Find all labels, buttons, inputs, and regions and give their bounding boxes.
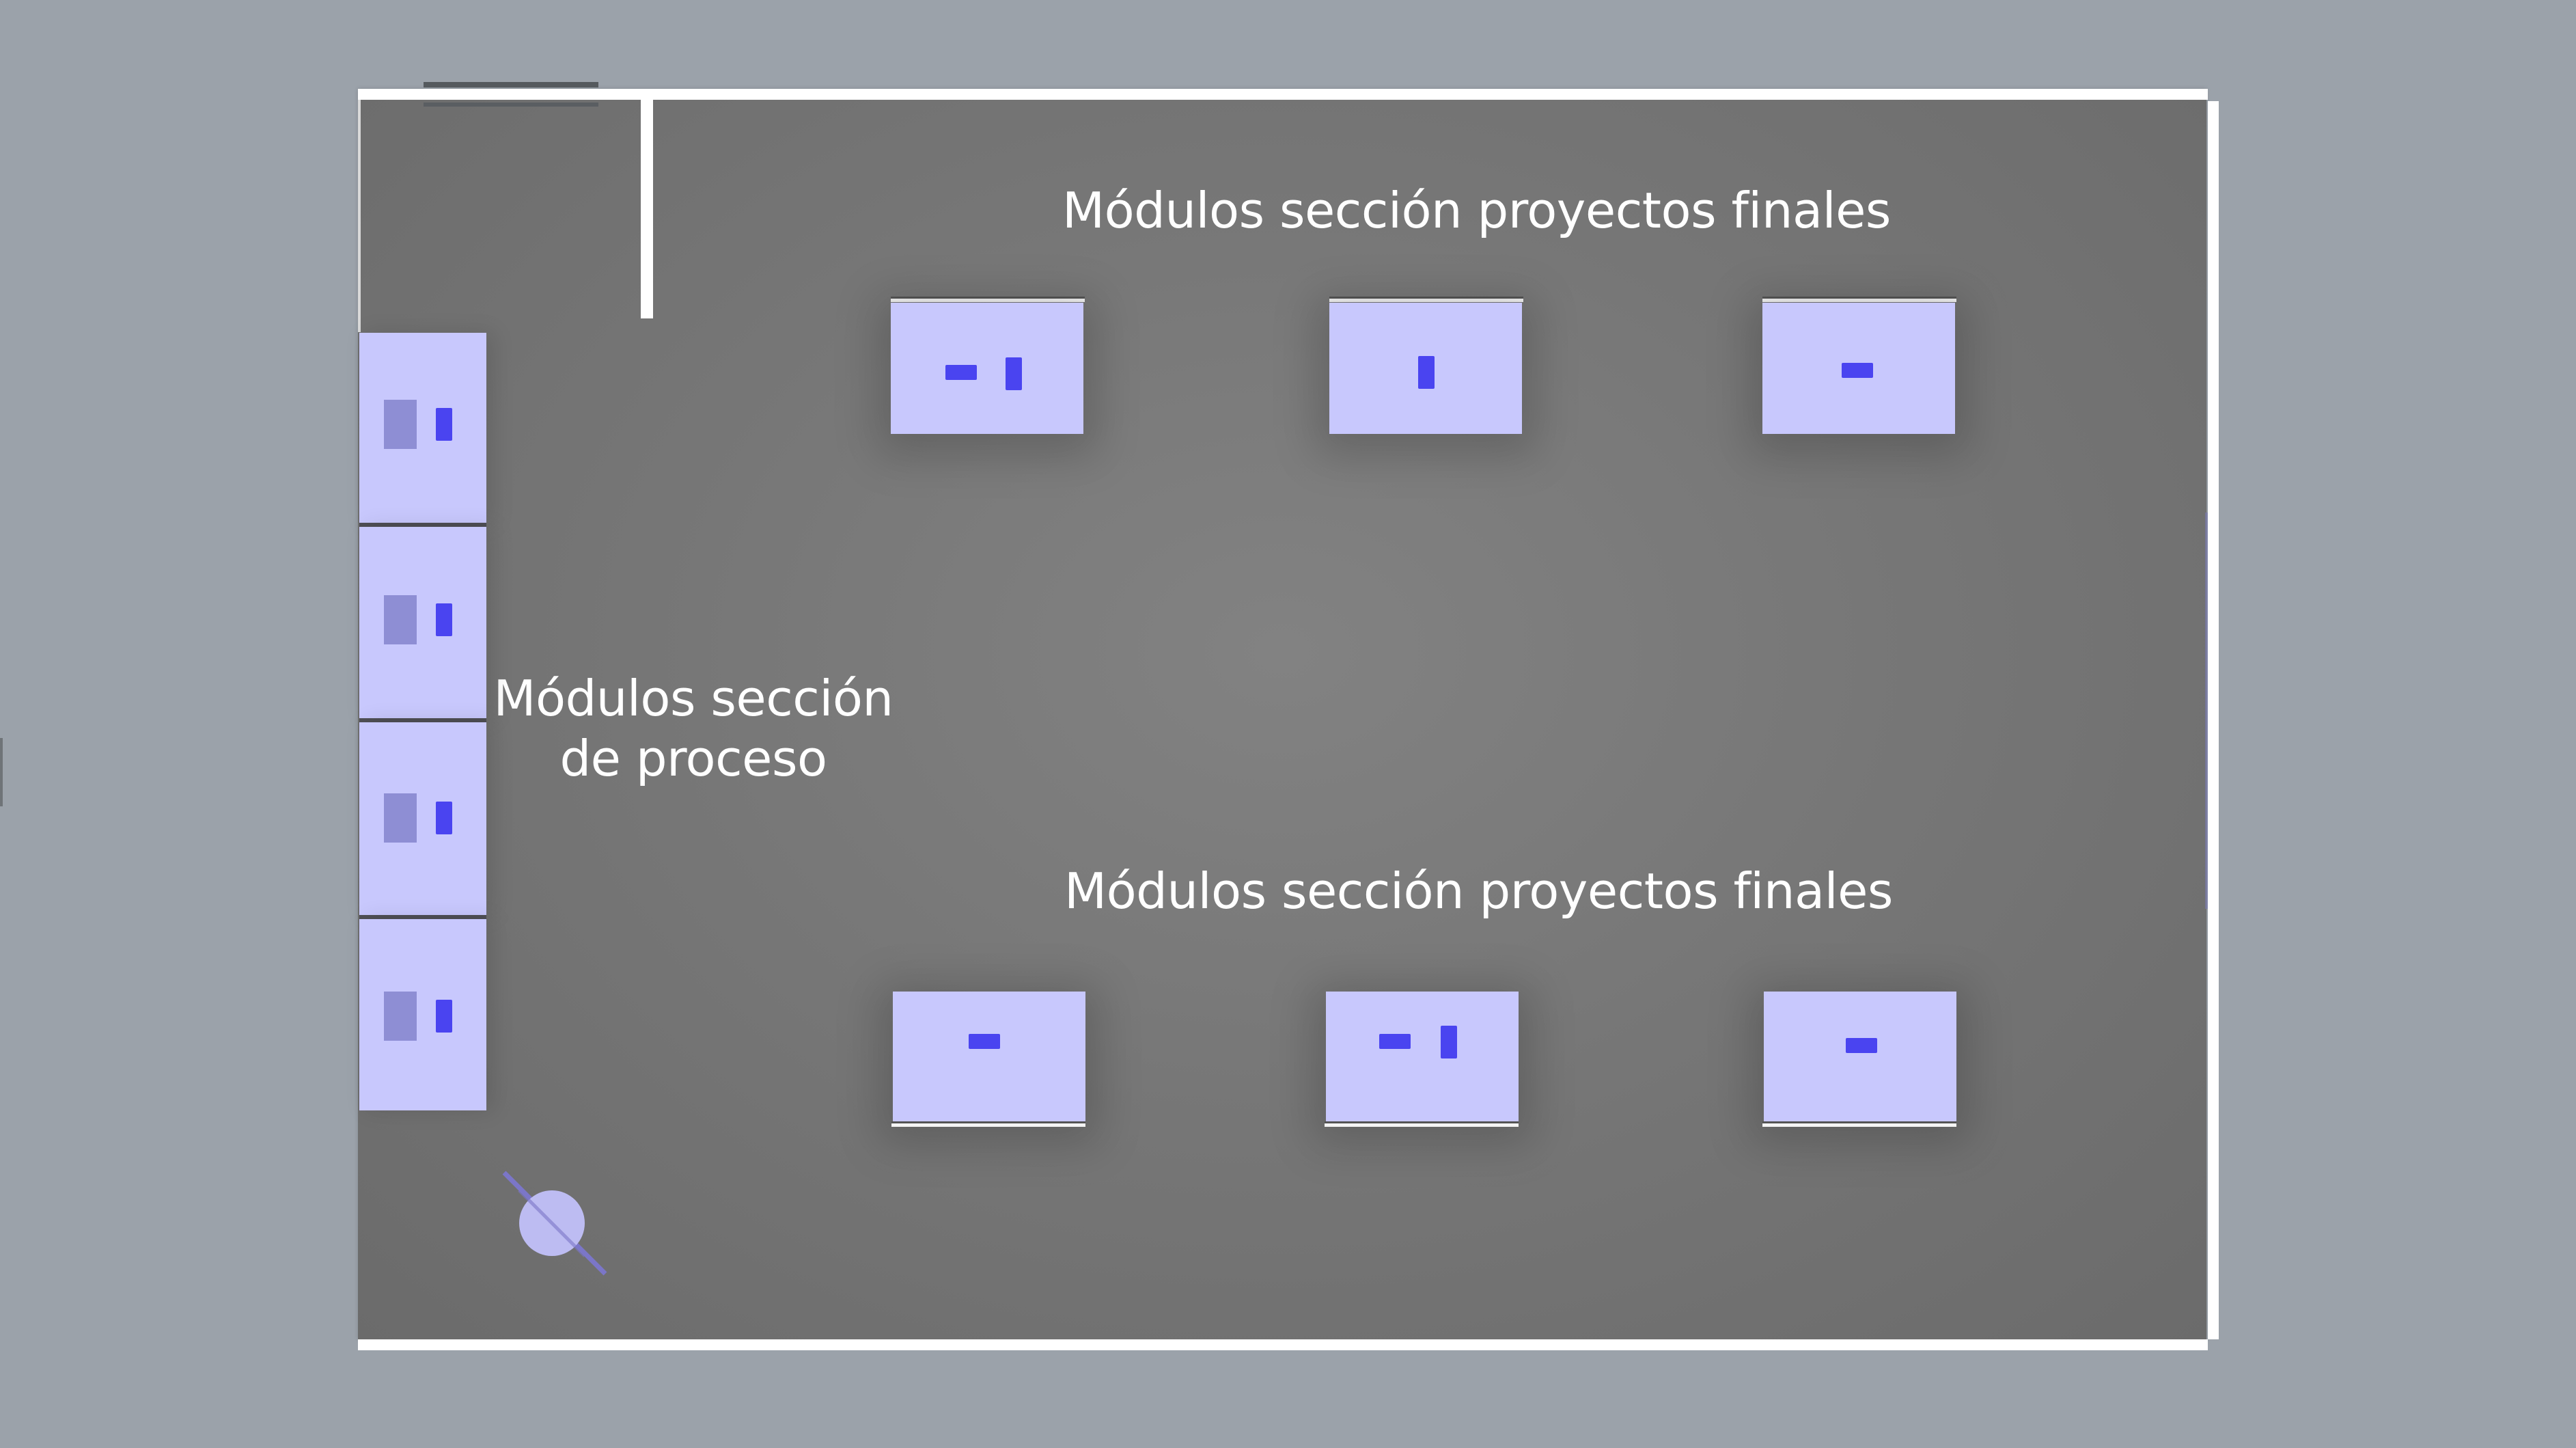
wall-left-stub <box>358 100 361 332</box>
object-icon <box>1379 1034 1411 1049</box>
edge-mark <box>2205 513 2208 909</box>
module-shelf <box>891 297 1085 302</box>
module-shelf <box>1329 297 1523 302</box>
wall-right <box>2208 101 2219 1339</box>
turnstile-icon <box>502 1171 607 1276</box>
object-icon <box>436 603 452 636</box>
module-divider <box>359 915 486 919</box>
module-shelf <box>1762 297 1956 302</box>
process-module[interactable] <box>359 333 486 524</box>
object-icon <box>436 408 452 441</box>
final-project-module[interactable] <box>1326 992 1519 1123</box>
object-icon <box>1441 1026 1457 1058</box>
panel-icon <box>384 400 417 449</box>
wall-top <box>358 89 2208 100</box>
module-shelf <box>891 1121 1085 1127</box>
module-shelf <box>1325 1121 1519 1127</box>
process-module[interactable] <box>359 722 486 916</box>
final-project-module[interactable] <box>1762 303 1955 434</box>
wall-bottom <box>358 1339 2208 1350</box>
panel-icon <box>384 992 417 1041</box>
edge-mark <box>0 738 3 806</box>
process-section-label-line2: de proceso <box>559 730 827 787</box>
process-module[interactable] <box>359 919 486 1110</box>
final-project-module[interactable] <box>893 992 1085 1123</box>
panel-icon <box>384 793 417 843</box>
final-project-module[interactable] <box>891 303 1083 434</box>
module-divider <box>359 523 486 527</box>
module-divider <box>359 718 486 722</box>
object-icon <box>1006 357 1022 390</box>
object-icon <box>1846 1038 1877 1053</box>
top-section-label: Módulos sección proyectos finales <box>1062 182 1891 239</box>
object-icon <box>436 802 452 834</box>
door-frame <box>424 103 598 107</box>
process-section-label: Módulos sección de proceso <box>488 668 898 789</box>
object-icon <box>969 1034 1000 1049</box>
panel-icon <box>384 595 417 644</box>
module-shelf <box>1762 1121 1956 1127</box>
door-opening <box>424 82 598 87</box>
bottom-section-label: Módulos sección proyectos finales <box>1064 862 1893 920</box>
object-icon <box>1842 363 1873 378</box>
process-section-label-line1: Módulos sección <box>493 670 894 727</box>
final-project-module[interactable] <box>1764 992 1956 1123</box>
object-icon <box>945 365 977 380</box>
object-icon <box>1418 356 1435 389</box>
process-module[interactable] <box>359 527 486 720</box>
object-icon <box>436 1000 452 1033</box>
final-project-module[interactable] <box>1329 303 1522 434</box>
partition-wall <box>641 100 653 318</box>
